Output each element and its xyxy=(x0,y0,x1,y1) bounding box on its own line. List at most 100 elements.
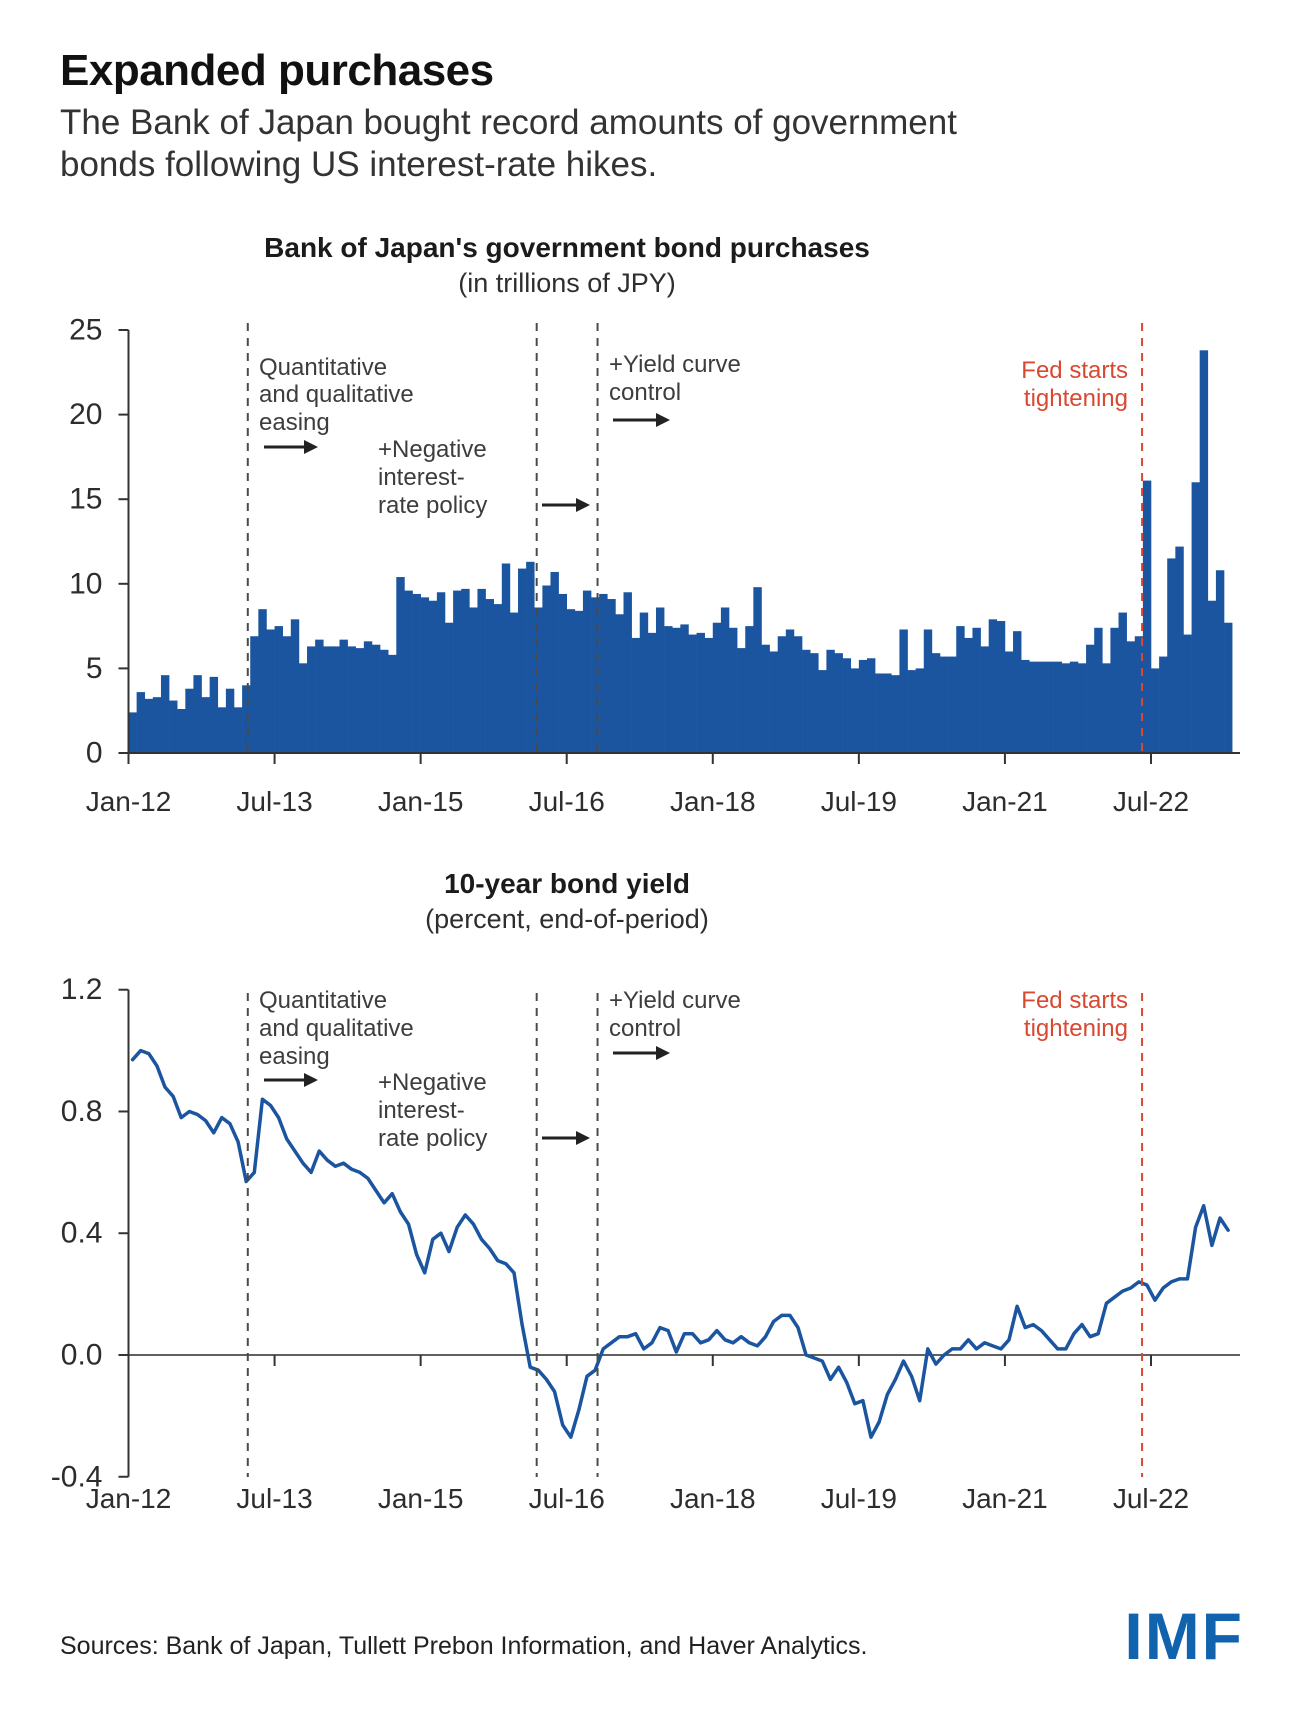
bar-month-108 xyxy=(1004,651,1014,753)
bar-month-89 xyxy=(850,668,860,753)
bar-month-84 xyxy=(810,653,819,753)
bar-month-54 xyxy=(566,609,576,753)
bar-month-126 xyxy=(1150,668,1160,753)
bar-month-36 xyxy=(420,597,430,753)
bar-month-86 xyxy=(826,649,835,753)
bar-month-72 xyxy=(712,622,722,753)
bar-month-15 xyxy=(250,636,259,753)
bar-month-8 xyxy=(193,675,202,753)
bar-month-94 xyxy=(891,675,900,753)
event-label-2: +Yield curve xyxy=(609,987,741,1014)
bar-month-120 xyxy=(1102,663,1111,753)
bar-month-14 xyxy=(242,685,251,753)
event-label-0: and qualitative xyxy=(259,1015,414,1042)
bar-month-31 xyxy=(380,649,389,753)
bar-month-47 xyxy=(509,612,519,753)
bar-month-123 xyxy=(1126,641,1136,753)
purchases-bar-chart: 0 5 10 15 20 25 Jan-12 Jul-13 Jan-15 Jul-16 Jan-18… xyxy=(69,314,1240,817)
y-tick-label: 25 xyxy=(69,314,102,347)
bar-month-103 xyxy=(964,637,973,753)
bar-month-6 xyxy=(177,709,186,753)
bar-month-41 xyxy=(461,588,470,753)
bar-month-46 xyxy=(501,563,511,753)
event-label-3: tightening xyxy=(1024,1015,1128,1042)
bar-month-113 xyxy=(1045,661,1054,753)
annotation-arrowhead-0 xyxy=(304,440,318,454)
annotation-arrowhead-1 xyxy=(576,1131,590,1145)
bar-month-127 xyxy=(1159,656,1168,753)
bar-month-27 xyxy=(347,646,357,753)
bar-month-30 xyxy=(371,644,381,753)
bar-month-88 xyxy=(842,658,852,753)
bar-month-60 xyxy=(615,614,624,753)
x-tick-label: Jul-16 xyxy=(529,1483,605,1514)
bar-month-106 xyxy=(988,619,998,753)
bar-month-80 xyxy=(777,636,787,753)
bar-month-134 xyxy=(1215,570,1225,753)
bar-month-69 xyxy=(688,634,697,753)
bar-month-105 xyxy=(980,646,989,753)
event-label-3: tightening xyxy=(1024,385,1128,412)
bar-month-70 xyxy=(696,632,705,753)
bar-month-81 xyxy=(785,629,795,753)
event-label-0: Quantitative xyxy=(259,354,387,381)
y-tick-label: 0.0 xyxy=(61,1339,103,1372)
bar-month-117 xyxy=(1077,663,1087,753)
bar-month-124 xyxy=(1134,636,1144,753)
bar-month-97 xyxy=(915,668,925,753)
y-tick-label: 0.8 xyxy=(61,1095,103,1128)
bar-month-23 xyxy=(315,639,324,753)
bar-month-28 xyxy=(355,648,365,753)
bar-month-90 xyxy=(858,659,868,753)
bar-month-114 xyxy=(1053,661,1063,753)
bar-month-53 xyxy=(558,593,568,753)
bar-month-112 xyxy=(1037,661,1046,753)
event-label-0: Quantitative xyxy=(259,987,387,1014)
bar-month-130 xyxy=(1183,634,1192,753)
bar-month-4 xyxy=(160,675,170,753)
x-tick-label: Jul-19 xyxy=(821,786,897,817)
bar-month-1 xyxy=(136,692,146,753)
x-tick-label: Jan-21 xyxy=(962,786,1048,817)
x-tick-label: Jan-15 xyxy=(378,786,464,817)
bar-month-100 xyxy=(940,656,949,753)
bar-month-49 xyxy=(526,561,535,753)
bar-month-7 xyxy=(185,688,194,753)
y-tick-label: -0.4 xyxy=(51,1460,103,1493)
bar-month-21 xyxy=(298,663,308,753)
bar-month-44 xyxy=(485,599,494,753)
bar-month-122 xyxy=(1118,612,1127,753)
bar-month-74 xyxy=(729,627,738,753)
bar-month-129 xyxy=(1175,546,1184,753)
bar-month-35 xyxy=(412,593,421,753)
bar-month-135 xyxy=(1224,622,1233,753)
bar-month-20 xyxy=(290,619,300,753)
bar-month-64 xyxy=(647,632,657,753)
bar-month-128 xyxy=(1167,558,1176,753)
bar-month-77 xyxy=(753,587,762,753)
bar-month-5 xyxy=(169,700,178,753)
bar-month-52 xyxy=(550,571,559,753)
page-title: Expanded purchases xyxy=(60,46,494,95)
annotation-arrowhead-0 xyxy=(304,1073,318,1087)
bar-month-29 xyxy=(363,641,373,753)
bar-month-16 xyxy=(258,609,267,753)
bar-month-61 xyxy=(623,592,632,753)
bar-month-78 xyxy=(761,644,770,753)
bar-month-82 xyxy=(793,636,803,753)
bar-month-24 xyxy=(323,646,332,753)
bar-month-58 xyxy=(599,593,608,753)
bar-month-131 xyxy=(1191,482,1200,753)
bar-month-19 xyxy=(282,636,292,753)
bar-month-93 xyxy=(883,673,892,753)
bar-month-66 xyxy=(664,626,673,753)
bar-month-79 xyxy=(769,651,779,753)
annotation-arrowhead-2 xyxy=(656,413,670,427)
x-tick-label: Jul-22 xyxy=(1113,1483,1189,1514)
purchases-chart-subtitle: (in trillions of JPY) xyxy=(458,268,676,298)
imf-logo: IMF xyxy=(1124,1599,1244,1673)
bar-month-18 xyxy=(274,626,283,753)
x-tick-label: Jan-15 xyxy=(378,1483,464,1514)
bar-month-48 xyxy=(518,568,527,753)
sources-note: Sources: Bank of Japan, Tullett Prebon I… xyxy=(60,1632,868,1660)
